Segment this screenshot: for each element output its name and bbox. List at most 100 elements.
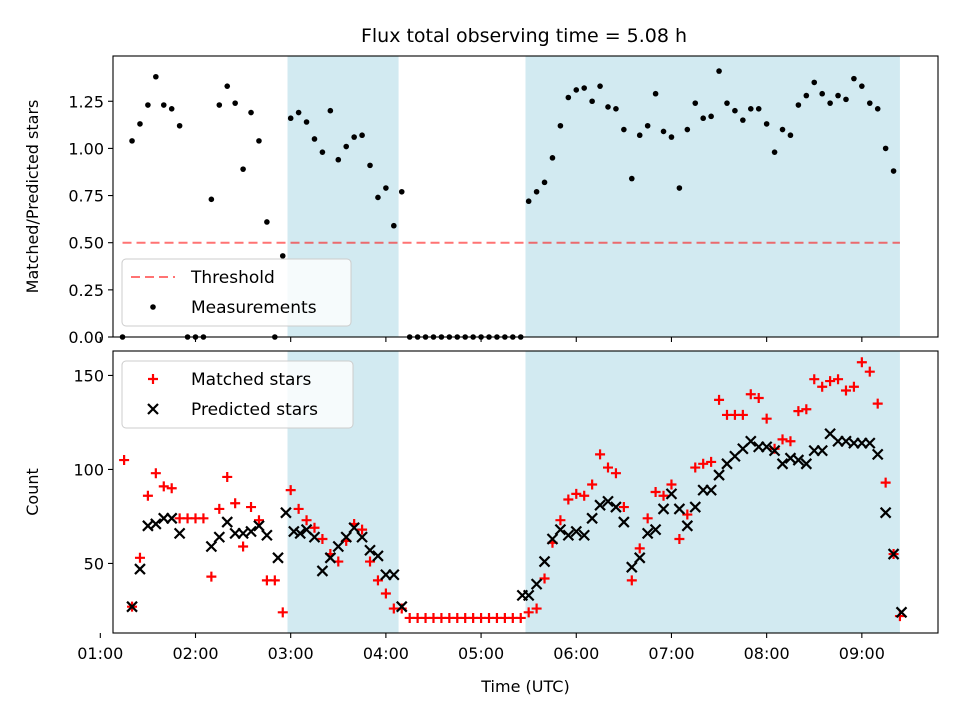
predicted-star-point <box>332 540 345 553</box>
measurement-point <box>335 156 342 163</box>
predicted-star-point <box>272 552 284 564</box>
matched-star-point <box>642 513 653 524</box>
measurement-point <box>724 100 730 106</box>
matched-star-point <box>801 404 812 415</box>
y-tick-label: 0.50 <box>68 234 104 253</box>
matched-star-point <box>523 607 534 618</box>
measurement-point <box>605 104 611 110</box>
predicted-star-point <box>554 523 567 536</box>
measurement-point <box>248 109 254 116</box>
predicted-star-point <box>602 495 614 508</box>
measurement-point <box>668 134 675 140</box>
matched-star-point <box>269 575 280 586</box>
measurement-point <box>573 87 580 93</box>
predicted-star-point <box>348 521 360 534</box>
predicted-star-point <box>594 499 606 511</box>
predicted-star-point <box>792 454 805 466</box>
legend-top: Threshold Measurements <box>121 258 352 327</box>
measurement-point <box>319 149 326 155</box>
measurement-point <box>676 185 683 191</box>
measurement-point <box>541 179 548 186</box>
measurement-point <box>890 168 897 174</box>
matched-star-point <box>690 462 701 473</box>
predicted-star-point <box>205 540 218 553</box>
predicted-star-point <box>324 552 337 564</box>
matched-star-point <box>777 434 788 445</box>
predicted-star-point <box>261 529 273 542</box>
predicted-star-point <box>530 578 543 590</box>
predicted-star-point <box>316 565 329 577</box>
predicted-star-point <box>745 435 757 448</box>
legend-label-predicted: Predicted stars <box>191 400 318 420</box>
measurement-point <box>811 79 818 86</box>
legend-label-measurements: Measurements <box>191 298 317 318</box>
legend-matched-swatch <box>148 374 158 384</box>
measurement-point <box>803 92 810 99</box>
matched-star-point <box>856 357 867 368</box>
matched-star-point <box>357 524 368 535</box>
measurement-point <box>644 122 651 129</box>
measurement-point <box>859 83 865 89</box>
measurement-point <box>137 121 143 127</box>
predicted-star-point <box>562 529 575 542</box>
x-tick-label: 08:00 <box>744 644 790 663</box>
measurement-point <box>168 106 175 112</box>
predicted-star-point <box>546 533 559 545</box>
matched-star-point <box>555 515 566 526</box>
measurement-point <box>763 121 770 127</box>
measurement-point <box>565 94 572 101</box>
y-tick-label: 0.25 <box>68 281 104 300</box>
predicted-star-point <box>895 606 908 619</box>
matched-star-point <box>650 487 661 497</box>
observing-interval-shade <box>525 56 900 337</box>
predicted-star-point <box>213 531 226 543</box>
predicted-star-point <box>308 531 321 543</box>
measurement-point <box>660 128 667 135</box>
measurement-point <box>367 162 373 169</box>
matched-star-point <box>840 385 851 396</box>
predicted-star-point <box>340 531 352 543</box>
chart-title: Flux total observing time = 5.08 h <box>361 25 687 47</box>
matched-star-point <box>372 575 383 586</box>
matched-star-point <box>674 534 685 544</box>
measurement-point <box>589 98 595 105</box>
matched-star-point <box>737 409 748 420</box>
measurement-point <box>819 90 825 97</box>
x-tick-label: 02:00 <box>172 644 218 663</box>
predicted-star-point <box>288 525 300 538</box>
matched-star-point <box>817 381 828 392</box>
x-tick-label: 04:00 <box>363 644 409 663</box>
matched-star-point <box>595 449 606 460</box>
predicted-star-point <box>689 501 702 513</box>
matched-star-point <box>706 456 717 467</box>
matched-star-point <box>150 468 161 479</box>
measurement-point <box>700 115 706 122</box>
predicted-star-point <box>673 503 686 515</box>
predicted-star-point <box>578 529 590 542</box>
x-tick-label: 05:00 <box>458 644 504 663</box>
measurement-point <box>795 102 802 108</box>
measurement-point <box>866 100 873 106</box>
legend-predicted-swatch <box>147 403 159 415</box>
predicted-star-point <box>173 527 186 540</box>
predicted-star-point <box>618 516 630 528</box>
measurement-point <box>779 126 786 133</box>
matched-star-point <box>634 543 645 554</box>
measurement-point <box>708 113 714 120</box>
predicted-star-point <box>768 444 781 457</box>
measurement-point <box>874 106 881 112</box>
matched-star-point <box>666 479 677 490</box>
predicted-star-point <box>126 600 138 613</box>
y-tick-label: 1.25 <box>68 92 104 111</box>
measurement-point <box>621 126 627 133</box>
measurement-point <box>240 166 246 172</box>
predicted-star-point <box>356 531 368 543</box>
measurement-point <box>343 143 350 150</box>
predicted-star-point <box>586 512 598 525</box>
legend-box <box>121 360 354 429</box>
matched-star-point <box>579 490 590 501</box>
legend-measurements-swatch <box>150 304 156 310</box>
predicted-star-point <box>713 469 725 481</box>
legend-label-threshold: Threshold <box>190 268 275 288</box>
matched-star-point <box>285 485 296 496</box>
